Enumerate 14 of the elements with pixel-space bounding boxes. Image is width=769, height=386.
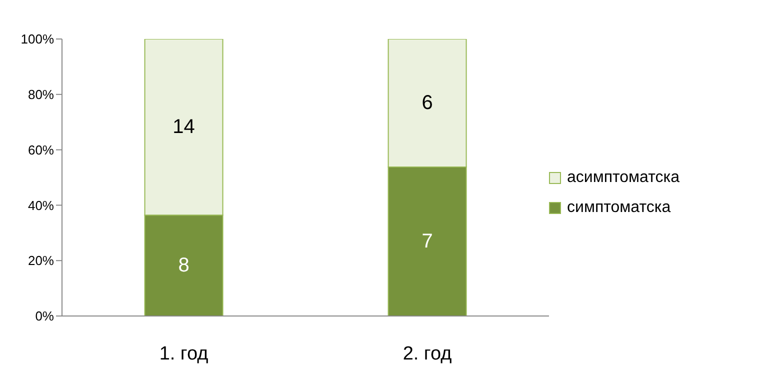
y-tick-label: 20% [28, 253, 54, 268]
y-tick-label: 40% [28, 198, 54, 213]
y-tick-label: 0% [35, 308, 54, 324]
y-tick-label: 100% [20, 32, 54, 47]
x-tick-label: 1. год [159, 343, 208, 364]
x-tick-label: 2. год [402, 343, 452, 364]
y-tick-label: 60% [28, 142, 54, 158]
annotation: 6 [422, 92, 433, 114]
y-tick-label: 80% [28, 87, 54, 102]
legend-label: асимптоматска [567, 169, 680, 187]
annotation: 7 [422, 230, 433, 252]
annotation: 8 [178, 254, 190, 277]
annotation: 14 [172, 116, 195, 138]
legend-label: симптоматска [567, 199, 671, 217]
